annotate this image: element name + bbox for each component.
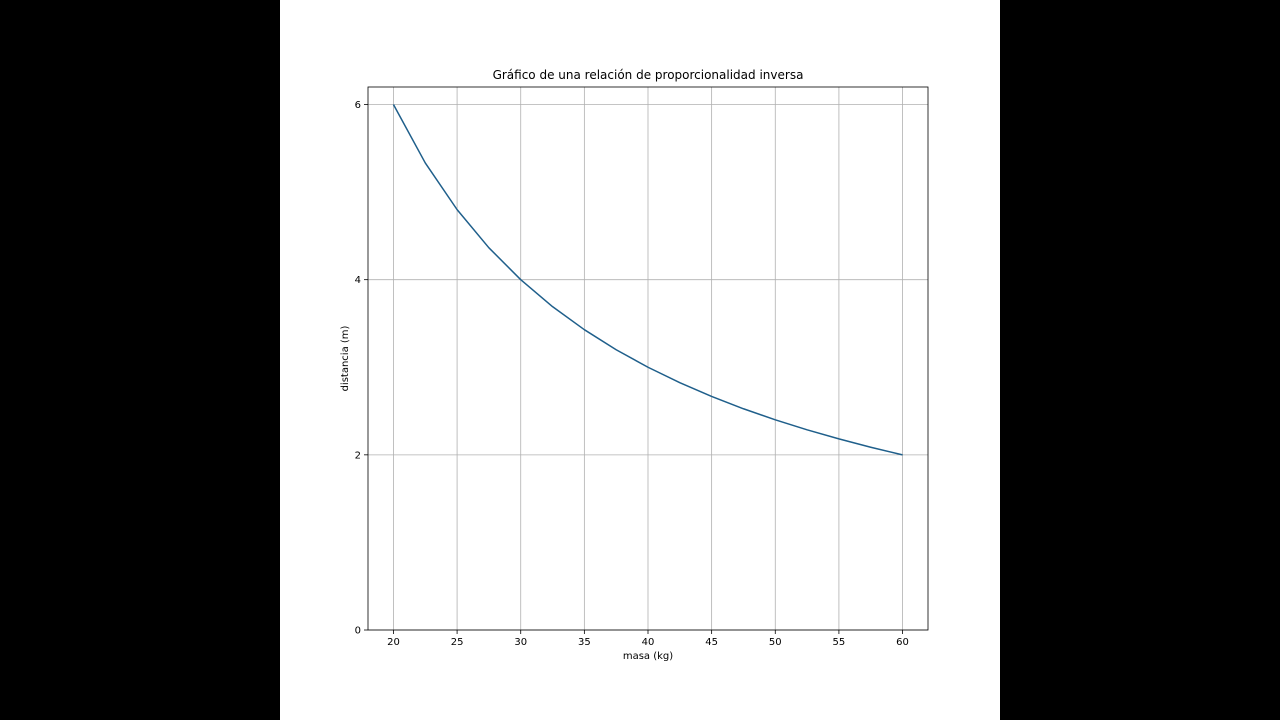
- x-tick-label: 45: [705, 637, 718, 648]
- series-line: [392, 104, 903, 456]
- x-tick-label: 35: [578, 637, 591, 648]
- y-axis-label: distancia (m): [340, 325, 351, 391]
- y-tick-label: 6: [355, 100, 361, 111]
- x-tick-label: 20: [387, 637, 400, 648]
- x-tick-label: 60: [896, 637, 909, 648]
- x-tick-label: 50: [769, 637, 782, 648]
- y-tick-label: 4: [355, 275, 361, 286]
- series-layer: [392, 104, 903, 456]
- grid-layer: [368, 87, 928, 631]
- y-tick-label: 2: [355, 450, 361, 461]
- x-tick-label: 25: [451, 637, 464, 648]
- y-tick-label: 0: [355, 626, 361, 637]
- chart-svg: 20 25 30 35 40 45 50 55 60 0 2 4 6 Gráfico de una re…: [340, 68, 929, 662]
- ticks-layer: 20 25 30 35 40 45 50 55 60 0 2 4 6: [355, 100, 909, 648]
- x-axis-label: masa (kg): [623, 651, 673, 662]
- x-tick-label: 40: [642, 637, 655, 648]
- chart-figure: 20 25 30 35 40 45 50 55 60 0 2 4 6 Gráfico de una re…: [280, 0, 1000, 720]
- x-tick-label: 30: [514, 637, 527, 648]
- chart-title: Gráfico de una relación de proporcionali…: [493, 68, 804, 82]
- x-tick-label: 55: [833, 637, 846, 648]
